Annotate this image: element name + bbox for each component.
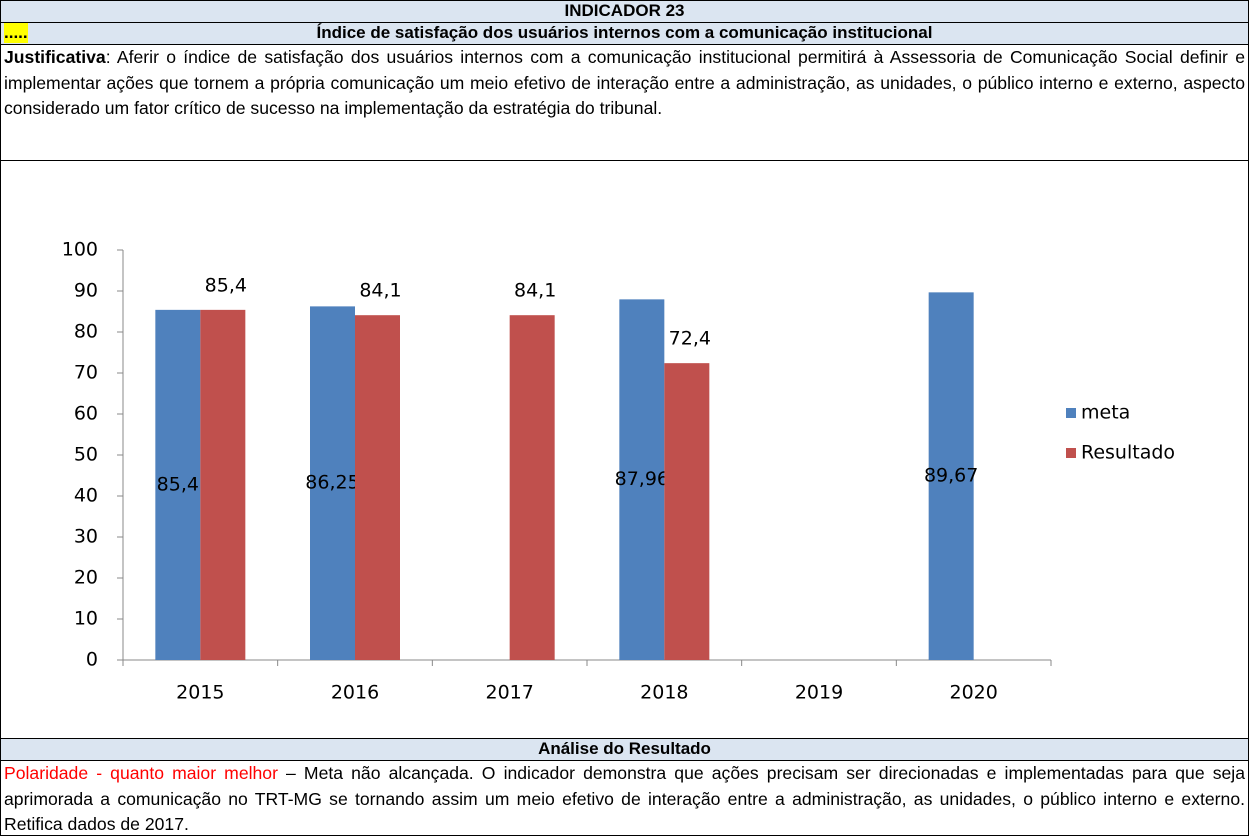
legend-label: Resultado [1081,442,1175,464]
analysis-title: Análise do Resultado [538,739,711,758]
polarity: Polaridade - quanto maior melhor [4,763,278,783]
y-tick-label: 20 [74,567,98,589]
y-tick-label: 60 [74,403,98,425]
legend-swatch [1066,408,1076,418]
bar [664,363,710,660]
x-tick-label: 2018 [640,682,688,704]
subtitle: Índice de satisfação dos usuários intern… [316,23,933,42]
data-label: 85,4 [205,274,247,296]
analysis-text: – Meta não alcançada. O indicador demons… [4,763,1245,835]
y-tick-label: 10 [74,608,98,630]
bar [155,309,201,660]
y-tick-label: 70 [74,362,98,384]
analysis-title-row: Análise do Resultado [0,738,1249,761]
legend-label: meta [1081,402,1130,424]
justification-row: Justificativa: Aferir o índice de satisf… [0,44,1249,161]
marker: ..... [4,23,28,43]
x-tick-label: 2017 [485,682,533,704]
y-tick-label: 30 [74,526,98,548]
legend-swatch [1066,448,1076,458]
data-label: 85,4 [157,473,199,495]
x-tick-label: 2015 [176,682,224,704]
y-tick-label: 90 [74,280,98,302]
y-tick-label: 50 [74,444,98,466]
y-tick-label: 40 [74,485,98,507]
bar [619,299,665,660]
justification-label: Justificativa [4,47,106,67]
title: INDICADOR 23 [564,1,685,20]
data-label: 87,96 [615,468,669,490]
bar [355,315,400,660]
data-label: 89,67 [924,465,978,487]
data-label: 84,1 [359,280,401,302]
bar [928,292,974,660]
chart-row: 0 10 20 30 40 50 60 70 80 90 100 2015 85,4 85,4 2016 86… [0,160,1249,739]
x-tick-label: 2019 [795,682,843,704]
y-tick-label: 0 [86,649,98,671]
data-label: 84,1 [514,280,556,302]
justification-text: : Aferir o índice de satisfação dos usuá… [4,47,1245,119]
y-tick-label: 100 [62,239,98,261]
bar [509,315,555,660]
bar [310,306,355,660]
bar [200,309,246,660]
data-label: 72,4 [669,328,711,350]
y-tick-label: 80 [74,321,98,343]
chart: 0 10 20 30 40 50 60 70 80 90 100 2015 85,4 85,4 2016 86… [62,239,1175,704]
subtitle-row: ..... Índice de satisfação dos usuários … [0,22,1249,45]
x-tick-label: 2020 [949,682,997,704]
analysis-row: Polaridade - quanto maior melhor – Meta … [0,760,1249,836]
x-tick-label: 2016 [331,682,379,704]
data-label: 86,25 [305,472,359,494]
header-row: INDICADOR 23 [0,0,1249,23]
